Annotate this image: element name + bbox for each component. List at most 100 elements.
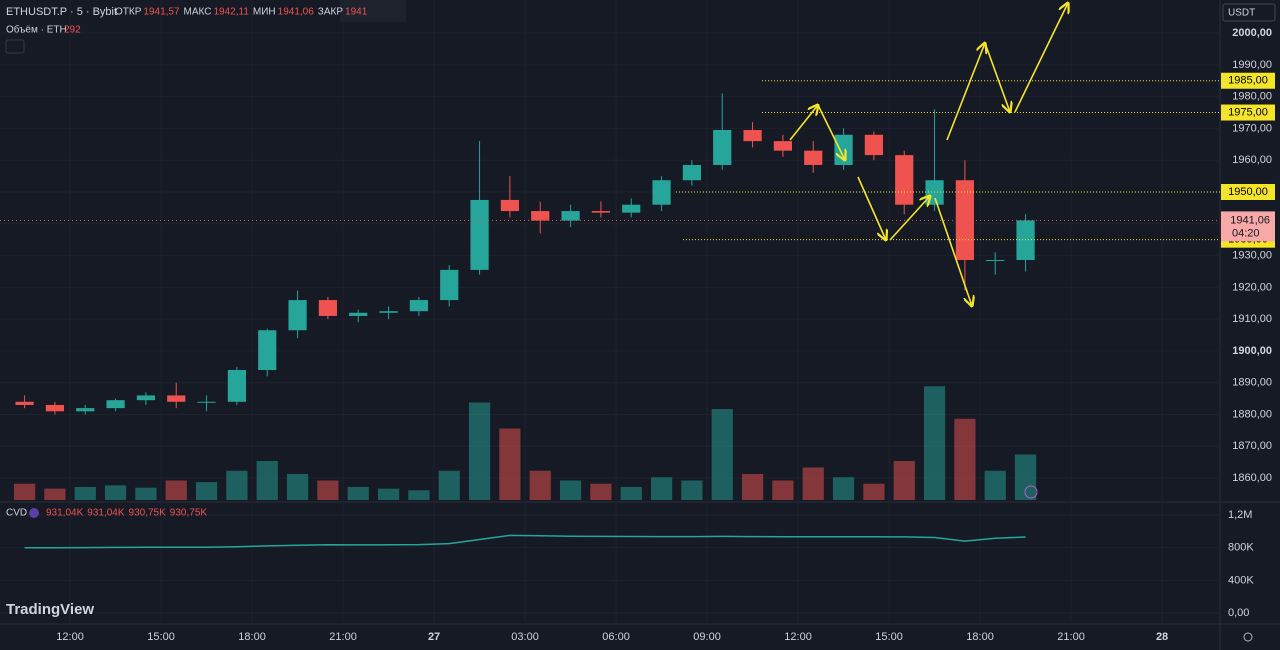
volume-bar [620, 487, 642, 500]
arrow [857, 176, 886, 240]
candle-body [15, 401, 34, 405]
ohlc: ОТКР 1941,57 МАКС 1942,11 МИН 1941,06 ЗАКР 1941 [115, 7, 368, 18]
ohlc-label: ЗАКР [318, 7, 344, 18]
settings-button[interactable] [1243, 632, 1253, 642]
candle-body [652, 180, 671, 205]
annotations [789, 3, 1068, 306]
ohlc-value: 1941,57 [143, 7, 180, 18]
y-tick-label: 1910,00 [1232, 313, 1272, 325]
arrow [946, 43, 985, 141]
volume-bar [832, 477, 855, 500]
cvd-name: CVD [6, 508, 27, 519]
volume-bar [711, 409, 733, 500]
cvd-tick-label: 1,2M [1228, 509, 1252, 521]
alert-icon[interactable] [1024, 485, 1038, 499]
cvd-legend-value: 931,04K [46, 508, 84, 519]
volume-bar [226, 470, 248, 500]
volume-bar [408, 490, 430, 500]
ohlc-label: МИН [253, 7, 276, 18]
volume-bar [923, 386, 946, 500]
currency: USDT [1228, 8, 1255, 19]
volume-bar [590, 483, 612, 500]
volume-bar [802, 467, 824, 500]
x-tick-label: 21:00 [329, 631, 357, 643]
x-tick-label: 21:00 [1057, 631, 1085, 643]
candle-body [500, 199, 520, 212]
candle-body [470, 199, 489, 270]
cvd-legend: 931,04K 931,04K 930,75K 930,75K [46, 508, 207, 519]
candle-body [682, 164, 701, 181]
volume-bar [984, 470, 1006, 500]
candle-body [167, 395, 186, 402]
candle-body [864, 134, 883, 156]
candle-body [136, 395, 156, 401]
y-tick-label: 1970,00 [1232, 122, 1272, 134]
cvd-tick-label: 800K [1228, 542, 1254, 554]
y-tick-label: 1920,00 [1232, 281, 1272, 293]
grid [0, 0, 1220, 624]
cvd-legend-value: 931,04K [87, 508, 125, 519]
y-tick-label: 1980,00 [1232, 91, 1272, 103]
level-label: 1985,00 [1228, 75, 1268, 87]
x-tick-label: 03:00 [511, 631, 539, 643]
volume-bar [165, 480, 187, 500]
toolbar[interactable] [340, 0, 406, 22]
arrow [934, 197, 972, 306]
x-tick-label: 06:00 [602, 631, 630, 643]
candle-body [1016, 220, 1035, 261]
volume-bar [529, 470, 551, 500]
x-tick-label: 27 [428, 631, 440, 643]
y-tick-label: 2000,00 [1232, 27, 1272, 39]
candle-body [258, 330, 277, 370]
candle-body [106, 400, 125, 409]
volume-bar [772, 480, 794, 500]
x-tick-label: 09:00 [693, 631, 721, 643]
volume-bar [1014, 454, 1037, 500]
currency-button[interactable] [1222, 3, 1276, 22]
cvd-legend-value: 930,75K [170, 508, 208, 519]
y-tick-label: 1960,00 [1232, 154, 1272, 166]
logo: TradingView [6, 601, 94, 618]
volume-label: Объём · ETH [6, 24, 67, 36]
candle-body [379, 311, 398, 313]
countdown: 04:20 [1232, 227, 1260, 239]
volume-bar [256, 461, 278, 500]
y-tick-label: 1880,00 [1232, 408, 1272, 420]
x-tick-label: 28 [1156, 631, 1168, 643]
volume-bar [741, 474, 764, 500]
candle-body [318, 300, 338, 316]
y-tick-label: 1890,00 [1232, 377, 1272, 389]
candle-body [440, 269, 459, 301]
volume-bar [650, 477, 673, 500]
volume-bar [377, 488, 400, 500]
ohlc-value: 1941,06 [278, 7, 315, 18]
candle-body [713, 130, 732, 165]
candle-body [804, 150, 823, 165]
arrow [1014, 3, 1068, 113]
x-tick-label: 18:00 [238, 631, 266, 643]
y-tick-label: 1860,00 [1232, 472, 1272, 484]
ohlc-label: ОТКР [115, 7, 142, 18]
level-box [1221, 72, 1275, 89]
volume-bar [468, 402, 491, 500]
y-tick-label: 1900,00 [1232, 345, 1272, 357]
level-box [1221, 183, 1275, 200]
volume-bar [104, 485, 127, 500]
collapse-button[interactable] [5, 39, 25, 54]
symbol: ETHUSDT.P · 5 · Bybit [6, 6, 117, 18]
volume-bar [195, 482, 218, 500]
candle-body [409, 300, 429, 312]
volume-bar [135, 487, 157, 500]
candle-body [773, 141, 792, 151]
volume-bar [286, 474, 309, 500]
series [0, 80, 1220, 549]
volume-value: 292 [64, 25, 81, 36]
candle-body [591, 211, 610, 213]
last-price-box [1221, 211, 1275, 242]
cvd-legend-value: 930,75K [129, 508, 167, 519]
volume-bar [13, 483, 36, 500]
volume-bar [559, 480, 582, 500]
volume-bar [893, 461, 915, 500]
